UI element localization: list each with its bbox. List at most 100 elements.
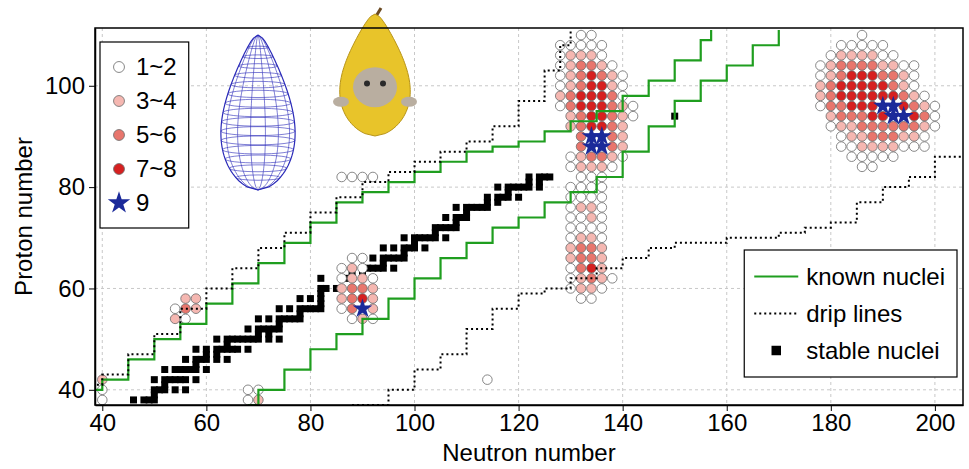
circle-point xyxy=(868,71,878,81)
circle-point xyxy=(826,81,836,91)
circle-point xyxy=(170,304,180,314)
square-point xyxy=(297,295,304,302)
circle-point xyxy=(836,40,846,50)
y-tick-mark xyxy=(89,288,95,289)
circle-point xyxy=(597,182,607,192)
circle-point xyxy=(597,192,607,202)
circle-point xyxy=(899,91,909,101)
circle-point xyxy=(181,294,191,304)
circle-point xyxy=(566,152,576,162)
circle-point xyxy=(337,263,347,273)
y-axis: 406080100 xyxy=(45,29,96,406)
square-point xyxy=(307,295,314,302)
circle-point xyxy=(97,395,107,405)
y-tick: 80 xyxy=(58,173,95,200)
square-point xyxy=(182,386,189,393)
circle-point xyxy=(868,152,878,162)
circle-point xyxy=(191,294,201,304)
circle-point xyxy=(576,263,586,273)
pear-latitude xyxy=(225,99,291,107)
pear-latitude xyxy=(221,127,295,136)
circle-point xyxy=(587,263,597,273)
circle-point xyxy=(566,61,576,71)
square-point xyxy=(515,194,522,201)
legend-marker xyxy=(114,164,125,175)
legend-box xyxy=(100,42,189,228)
circle-point xyxy=(847,132,857,142)
circle-point xyxy=(566,182,576,192)
square-point xyxy=(130,396,137,403)
circle-point xyxy=(857,51,867,61)
circle-point xyxy=(868,40,878,50)
circle-point xyxy=(337,172,347,182)
circle-point xyxy=(566,243,576,253)
circle-point xyxy=(368,172,378,182)
y-tick-mark xyxy=(89,86,95,87)
circle-point xyxy=(555,71,565,81)
circle-point xyxy=(181,314,191,324)
circle-point xyxy=(597,51,607,61)
circle-point xyxy=(243,395,253,405)
circle-point xyxy=(555,91,565,101)
pear-latitude xyxy=(236,175,280,180)
x-tick-label: 60 xyxy=(194,409,221,436)
circle-point xyxy=(597,213,607,223)
circle-point xyxy=(826,122,836,132)
square-point xyxy=(172,386,179,393)
circle-point xyxy=(920,132,930,142)
circle-point xyxy=(847,51,857,61)
circle-point xyxy=(607,91,617,101)
circle-point xyxy=(576,243,586,253)
square-point xyxy=(317,275,324,282)
square-point xyxy=(526,173,533,180)
circle-point xyxy=(576,81,586,91)
circle-point xyxy=(909,71,919,81)
x-tick-label: 80 xyxy=(298,409,325,436)
circle-point xyxy=(555,81,565,91)
circle-point xyxy=(826,101,836,111)
circle-point xyxy=(878,51,888,61)
circle-point xyxy=(597,61,607,71)
legend-line xyxy=(754,312,798,314)
x-tick: 120 xyxy=(499,405,539,436)
circle-point xyxy=(597,71,607,81)
circle-point xyxy=(847,142,857,152)
x-tick: 200 xyxy=(915,405,955,436)
legend-marker xyxy=(114,96,125,107)
circle-point xyxy=(587,172,597,182)
circle-point xyxy=(868,81,878,91)
circle-point xyxy=(587,51,597,61)
circle-point xyxy=(576,71,586,81)
circle-point xyxy=(836,61,846,71)
legend-marker xyxy=(108,191,130,212)
x-tick: 180 xyxy=(811,405,851,436)
circle-point xyxy=(878,132,888,142)
pear-outline xyxy=(221,35,295,190)
circle-point xyxy=(618,132,628,142)
circle-point xyxy=(618,71,628,81)
circle-point xyxy=(587,101,597,111)
square-point xyxy=(453,204,460,211)
circle-point xyxy=(868,111,878,121)
legend-label: 7~8 xyxy=(136,155,177,182)
pear-meridian xyxy=(238,35,258,190)
circle-point xyxy=(607,142,617,152)
circle-point xyxy=(368,304,378,314)
x-tick-label: 140 xyxy=(603,409,643,436)
y-tick-label: 100 xyxy=(45,72,85,99)
legend-label: drip lines xyxy=(806,300,902,327)
circle-point xyxy=(826,91,836,101)
circle-point xyxy=(576,284,586,294)
y-tick-mark xyxy=(89,187,95,188)
circle-point xyxy=(618,81,628,91)
circle-point xyxy=(857,132,867,142)
circle-point xyxy=(347,284,357,294)
circle-point xyxy=(909,142,919,152)
circle-point xyxy=(868,142,878,152)
circle-point xyxy=(358,172,368,182)
circle-point xyxy=(576,91,586,101)
circle-point xyxy=(587,213,597,223)
circle-point xyxy=(566,111,576,121)
circle-point xyxy=(597,203,607,213)
circle-point xyxy=(847,111,857,121)
